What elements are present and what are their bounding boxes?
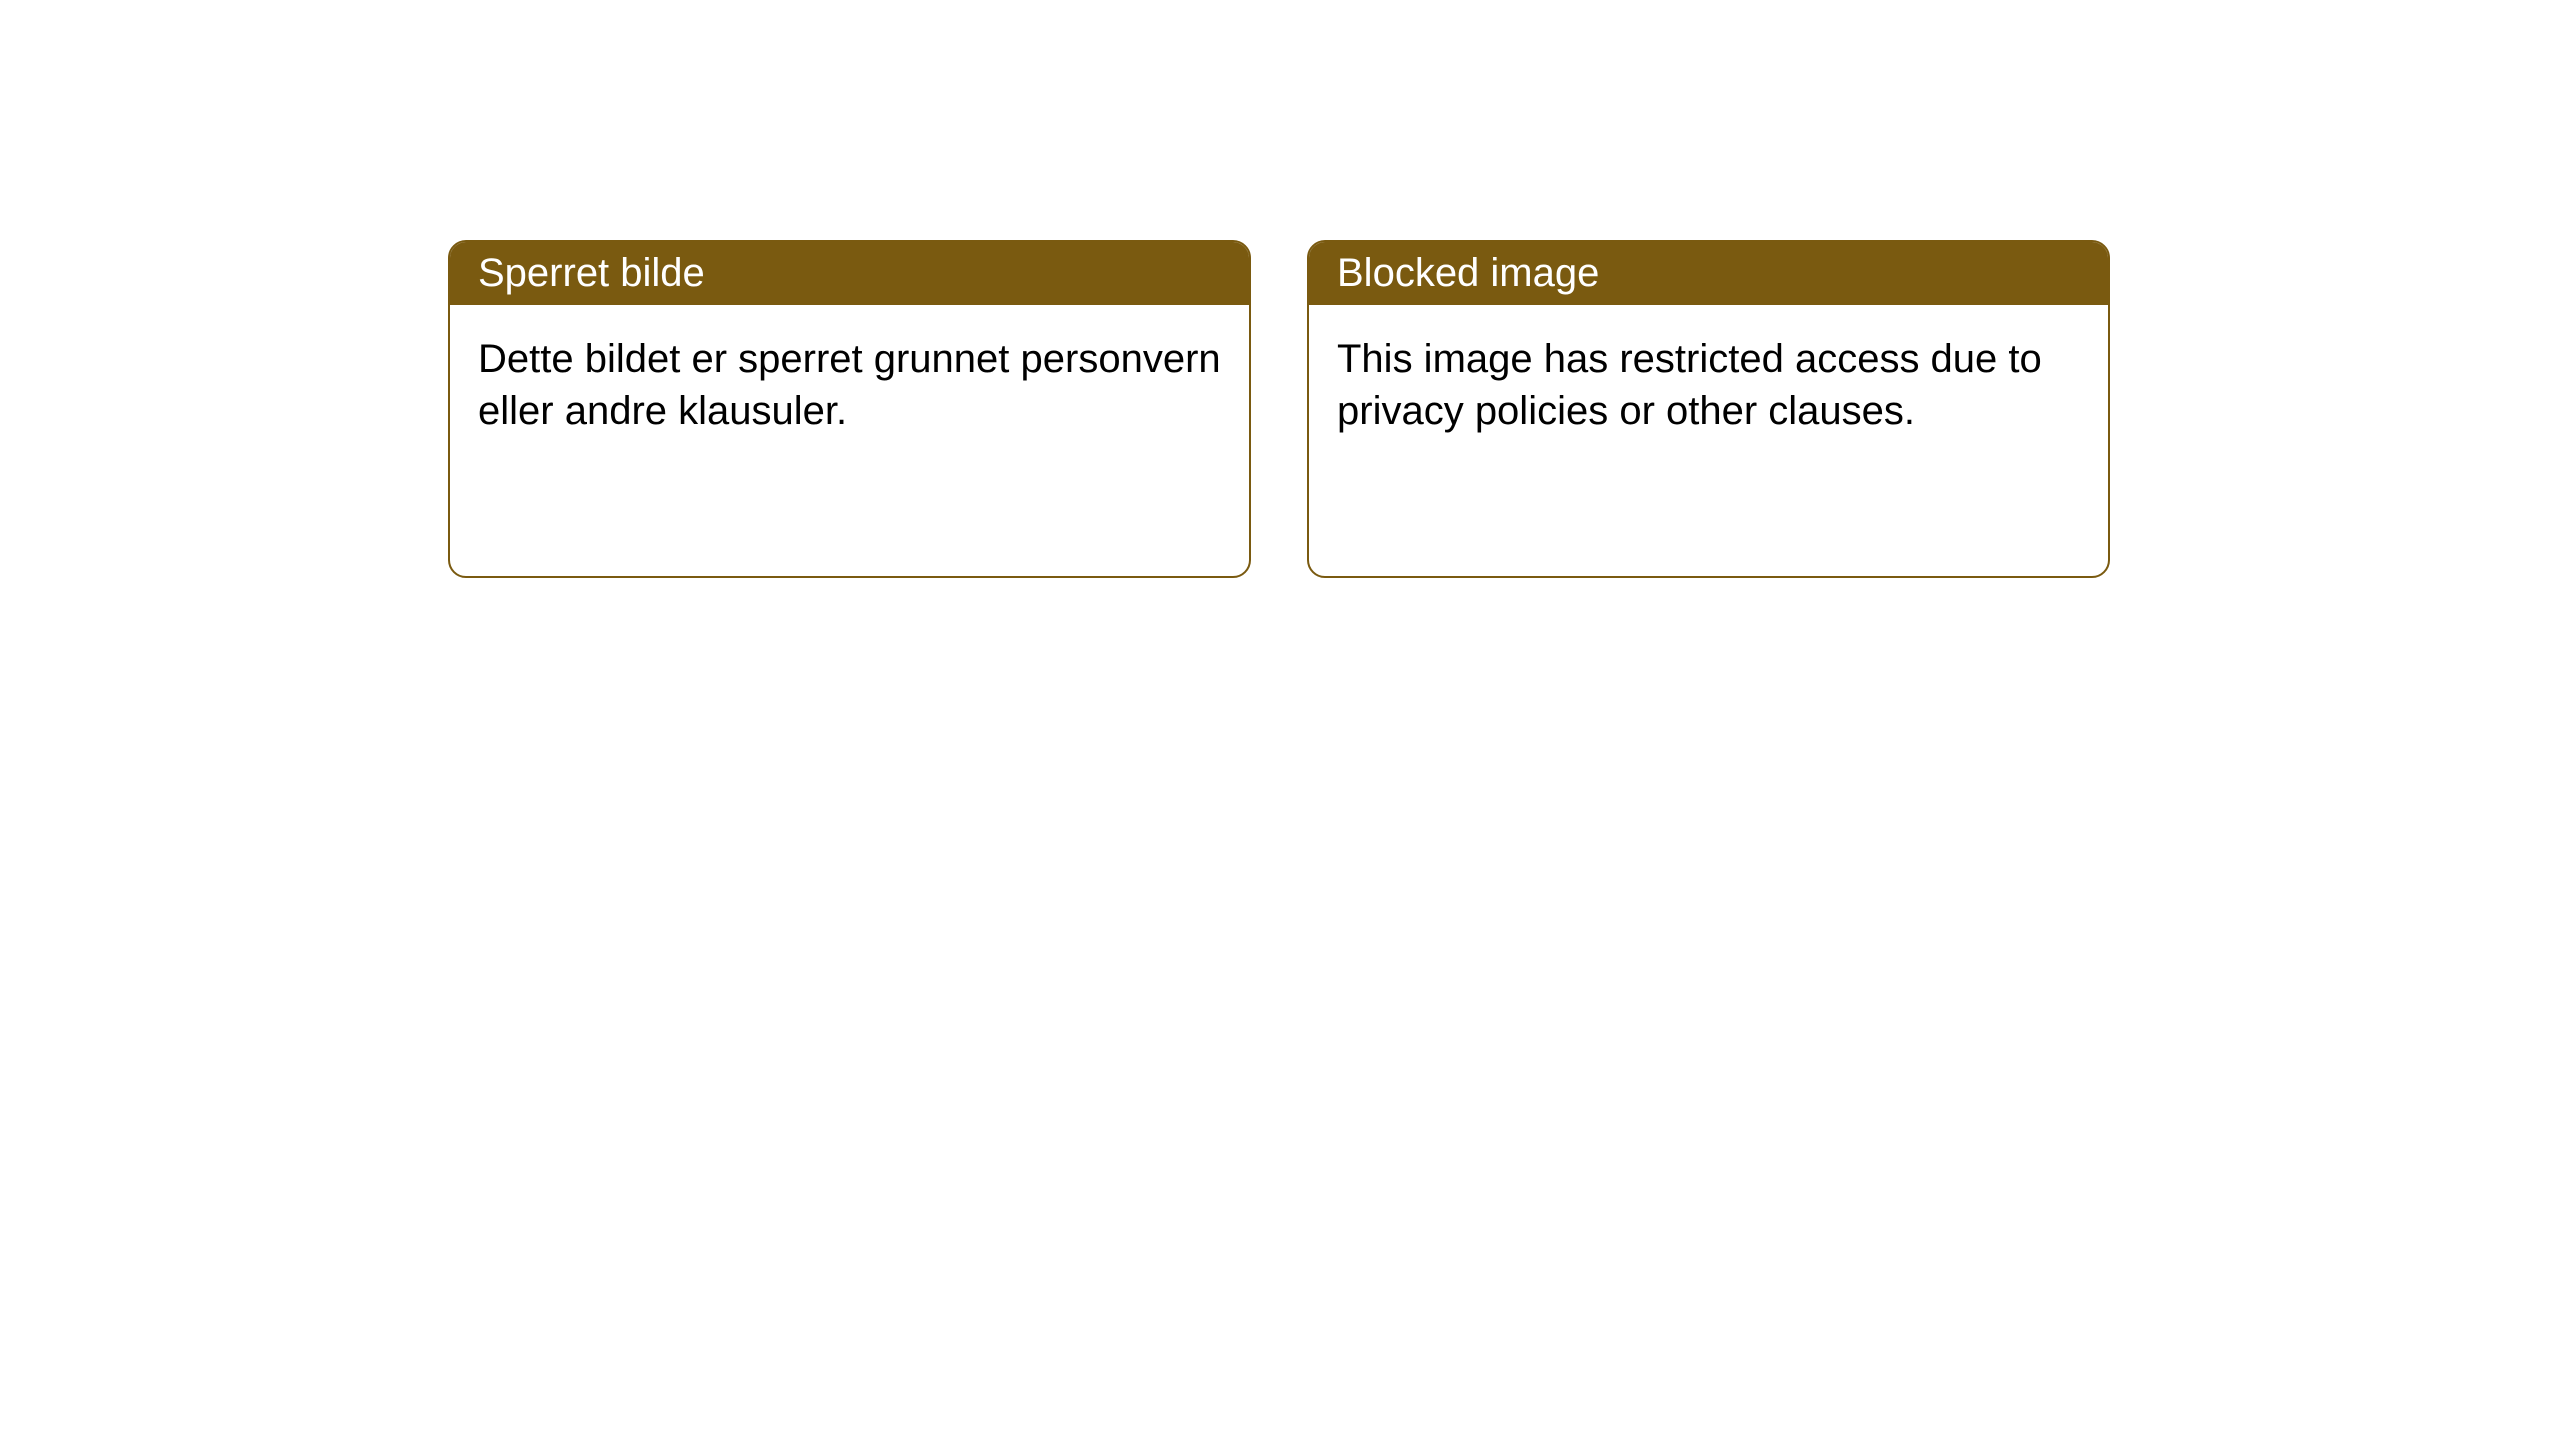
- notice-body: Dette bildet er sperret grunnet personve…: [450, 305, 1249, 437]
- notice-header: Sperret bilde: [450, 242, 1249, 305]
- notice-body-text: This image has restricted access due to …: [1337, 337, 2042, 433]
- notice-card-english: Blocked image This image has restricted …: [1307, 240, 2110, 578]
- notice-title: Sperret bilde: [478, 251, 705, 295]
- notice-body: This image has restricted access due to …: [1309, 305, 2108, 437]
- notice-container: Sperret bilde Dette bildet er sperret gr…: [0, 0, 2560, 578]
- notice-body-text: Dette bildet er sperret grunnet personve…: [478, 337, 1221, 433]
- notice-card-norwegian: Sperret bilde Dette bildet er sperret gr…: [448, 240, 1251, 578]
- notice-header: Blocked image: [1309, 242, 2108, 305]
- notice-title: Blocked image: [1337, 251, 1599, 295]
